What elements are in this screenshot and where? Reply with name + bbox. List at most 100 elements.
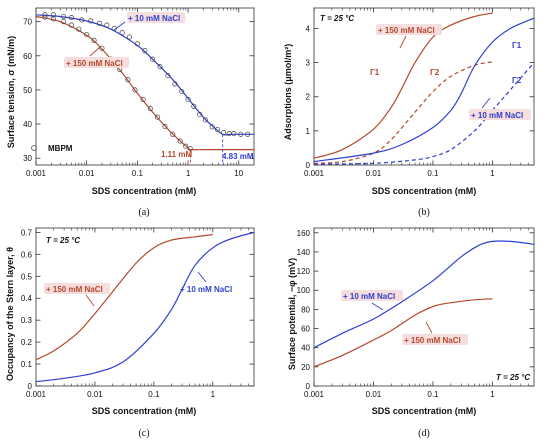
data-point — [50, 16, 56, 22]
data-point — [140, 96, 146, 103]
series-curve-150-mm-nacl — [35, 15, 254, 151]
y-tick-label: 50 — [23, 86, 32, 95]
data-point — [125, 77, 131, 83]
y-tick-label: 60 — [301, 325, 310, 334]
y-tick-label: 0 — [306, 382, 311, 391]
plot-frame — [313, 227, 535, 387]
data-point — [88, 18, 94, 24]
arrow-150mM — [85, 294, 95, 307]
panel-b-label: (b) — [418, 207, 430, 218]
data-point — [202, 117, 208, 123]
x-tick-label: 0.001 — [304, 169, 325, 178]
plot-frame — [35, 7, 255, 166]
data-point — [104, 22, 110, 28]
data-point — [119, 30, 125, 36]
data-point — [231, 131, 237, 137]
annotation-temperature: T = 25 °C — [46, 236, 80, 245]
data-point — [191, 103, 197, 109]
x-tick-label: 0.001 — [304, 390, 325, 399]
series-line-2-150-mm-nacl — [313, 61, 493, 164]
x-tick-label: 0.1 — [148, 390, 160, 399]
label-bg — [402, 334, 468, 345]
data-point — [197, 111, 203, 118]
series-line-150-mm-nacl — [35, 234, 213, 361]
x-tick-label: 0.01 — [87, 390, 103, 399]
panel-c-xlabel: SDS concentration (mM) — [92, 406, 197, 416]
annotation-150mM: + 150 mM NaCl — [404, 336, 461, 345]
panel-c-plot: 0.001 0.01 0.1 1 0 0.1 0.2 0.3 0.4 0.5 0.6 0.7 — [21, 227, 255, 399]
x-tick-label: 0.01 — [366, 390, 382, 399]
y-tick-label: 120 — [297, 267, 311, 276]
x-tick-label: 0.001 — [26, 390, 47, 399]
x-tick-label: 1 — [186, 169, 191, 178]
annotation-10mM: + 10 mM NaCl — [471, 111, 523, 120]
data-point — [68, 15, 74, 21]
y-tick-label: 40 — [301, 344, 310, 353]
data-point — [157, 64, 163, 70]
y-tick-label: 0.1 — [21, 360, 33, 369]
panel-d: 0.001 0.01 0.1 1 0 20 40 60 80 100 120 140 160 SDS c… — [287, 227, 535, 439]
data-point — [61, 19, 67, 25]
data-point — [165, 73, 171, 79]
data-point — [61, 13, 67, 20]
panel-a-xlabel: SDS concentration (mM) — [92, 186, 197, 196]
series-line-2-10-mm-nacl — [313, 62, 535, 165]
arrow-10mM — [113, 21, 126, 31]
data-point — [172, 81, 178, 87]
label-bg — [64, 57, 129, 68]
data-point — [76, 26, 82, 32]
y-tick-label: 0.7 — [21, 228, 33, 237]
plot-frame — [35, 227, 255, 387]
panel-d-xlabel: SDS concentration (mM) — [372, 406, 477, 416]
panel-b: 0.001 0.01 0.1 1 0 1 2 3 4 SDS concentration (mM… — [283, 7, 535, 218]
annotation-10mM: + 10 mM NaCl — [180, 285, 232, 294]
series-line-10-mm-nacl — [313, 240, 535, 349]
y-tick-label: 60 — [23, 52, 32, 61]
arrow-150mM — [89, 46, 101, 57]
panel-d-ylabel: Surface potential, −φ (mV) — [287, 258, 297, 370]
arrow-10mM — [481, 97, 491, 109]
x-tick-label: 0.01 — [366, 169, 382, 178]
data-point — [42, 12, 48, 18]
data-point — [84, 32, 90, 38]
data-point — [209, 124, 215, 130]
y-tick-label: 0 — [306, 161, 311, 170]
annotation-10mM: + 10 mM NaCl — [343, 292, 395, 301]
label-gamma2-10: Γ2 — [512, 76, 522, 85]
label-gamma1-10: Γ1 — [512, 41, 522, 50]
y-tick-label: 20 — [301, 363, 310, 372]
annotation-150mM: + 150 mM NaCl — [378, 26, 435, 35]
data-point — [134, 41, 140, 47]
panel-a-ylabel: Surface tension, σ (mN/m) — [6, 36, 16, 148]
data-point — [126, 34, 133, 40]
x-tick-label: 1 — [490, 169, 495, 178]
x-tick-label: 10 — [234, 169, 243, 178]
y-tick-label: 1 — [306, 127, 311, 136]
data-point — [179, 89, 185, 95]
legend-label: MBPM — [48, 144, 73, 153]
panel-a: 0.001 0.01 0.1 1 10 30 40 50 60 70 SDS concentrat… — [6, 7, 255, 218]
label-bg — [127, 12, 185, 23]
data-point — [170, 131, 176, 137]
arrow-10mM — [197, 271, 207, 283]
annotation-cmc-150: 1.11 mM — [161, 150, 192, 159]
y-tick-label: 70 — [23, 18, 32, 27]
arrow-150mM — [399, 35, 407, 49]
panel-a-label: (a) — [138, 207, 149, 218]
data-point — [162, 123, 168, 129]
series-line-1-10-mm-nacl — [313, 17, 535, 163]
label-gamma2-150: Γ2 — [430, 68, 440, 77]
data-point — [220, 130, 227, 136]
data-point — [68, 22, 74, 28]
label-gamma1-150: Γ1 — [370, 68, 380, 77]
label-bg — [44, 283, 110, 294]
x-tick-label: 1 — [490, 390, 495, 399]
panel-c-ylabel: Occupancy of the Stern layer, θ — [5, 247, 15, 381]
x-tick-label: 0.001 — [26, 169, 47, 178]
data-point — [147, 106, 153, 112]
label-bg — [469, 109, 531, 120]
label-bg — [376, 24, 442, 35]
y-tick-label: 0.5 — [21, 272, 33, 281]
y-tick-label: 140 — [297, 248, 311, 257]
data-point — [97, 20, 103, 26]
